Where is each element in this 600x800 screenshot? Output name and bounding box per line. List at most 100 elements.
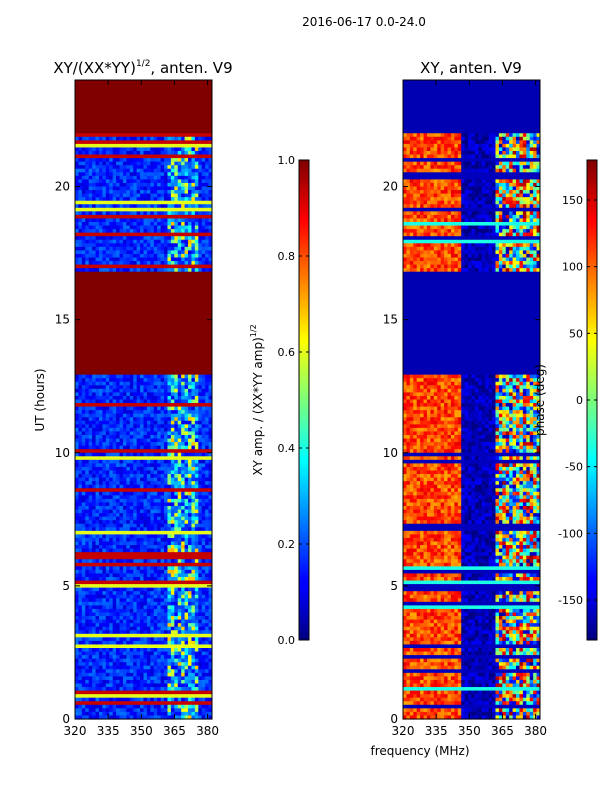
- amplitude-cell: [177, 527, 182, 532]
- amplitude-cell: [181, 569, 186, 575]
- amplitude-cell: [105, 158, 110, 163]
- amplitude-cell: [157, 658, 162, 663]
- amplitude-cell: [105, 672, 110, 677]
- amplitude-cell: [102, 612, 107, 617]
- amplitude-cell: [201, 392, 206, 397]
- amplitude-colorbar-tick-label: 0.8: [278, 250, 296, 263]
- amplitude-cell: [92, 470, 97, 475]
- amplitude-cell: [78, 509, 83, 514]
- phase-cell: [492, 133, 496, 138]
- amplitude-cell: [153, 637, 158, 642]
- amplitude-cell: [75, 594, 79, 599]
- amplitude-cell: [119, 179, 124, 184]
- amplitude-cell: [170, 520, 175, 525]
- amplitude-cell: [174, 168, 179, 173]
- amplitude-cell: [198, 498, 203, 504]
- amplitude-cell: [136, 559, 141, 564]
- amplitude-cell: [81, 513, 86, 518]
- amplitude-cell: [112, 577, 117, 582]
- amplitude-title-suffix: , anten. V9: [150, 59, 232, 77]
- amplitude-cell: [85, 616, 90, 621]
- amplitude-cell: [109, 559, 114, 564]
- amplitude-cell: [146, 435, 151, 440]
- amplitude-cell: [105, 648, 110, 653]
- amplitude-cell: [102, 378, 107, 383]
- amplitude-cell: [133, 413, 138, 418]
- amplitude-cell: [85, 648, 90, 653]
- amplitude-cell: [181, 427, 186, 433]
- amplitude-cell: [136, 395, 141, 401]
- phase-cell: [406, 165, 411, 170]
- amplitude-cell: [140, 591, 144, 596]
- amplitude-cell: [129, 211, 134, 216]
- phase-cell: [454, 151, 459, 156]
- amplitude-cell: [167, 420, 172, 425]
- amplitude-cell: [136, 417, 141, 422]
- amplitude-cell: [191, 246, 196, 251]
- amplitude-cell: [177, 683, 182, 688]
- phase-cell: [502, 133, 507, 138]
- amplitude-cell: [205, 655, 210, 660]
- amplitude-cell: [181, 697, 186, 702]
- amplitude-cell: [133, 506, 138, 511]
- amplitude-cell: [136, 161, 141, 166]
- amplitude-cell: [122, 466, 127, 472]
- phase-cell: [440, 136, 445, 141]
- amplitude-cell: [208, 498, 213, 504]
- amplitude-cell: [81, 147, 86, 152]
- amplitude-cell: [198, 612, 203, 617]
- amplitude-cell: [78, 374, 83, 379]
- amplitude-cell: [116, 392, 121, 397]
- phase-cell: [505, 154, 510, 159]
- amplitude-cell: [184, 605, 189, 610]
- amplitude-cell: [184, 527, 189, 532]
- amplitude-cell: [181, 573, 186, 578]
- amplitude-cell: [75, 335, 212, 340]
- amplitude-cell: [119, 711, 124, 717]
- amplitude-cell: [102, 662, 107, 667]
- amplitude-cell: [188, 136, 192, 141]
- amplitude-cell: [198, 662, 203, 667]
- amplitude-cell: [205, 417, 210, 422]
- amplitude-cell: [140, 250, 144, 255]
- amplitude-cell: [181, 179, 186, 184]
- amplitude-cell: [133, 591, 138, 596]
- amplitude-cell: [140, 662, 144, 667]
- amplitude-cell: [98, 438, 103, 443]
- amplitude-cell: [157, 608, 162, 614]
- amplitude-cell: [119, 477, 124, 482]
- amplitude-cell: [150, 470, 155, 475]
- amplitude-cell: [153, 484, 158, 489]
- amplitude-cell: [88, 474, 93, 479]
- phase-cell: [413, 168, 418, 173]
- amplitude-cell: [164, 399, 168, 404]
- amplitude-cell: [177, 651, 182, 656]
- amplitude-cell: [112, 385, 117, 390]
- amplitude-cell: [153, 534, 158, 539]
- amplitude-cell: [167, 630, 172, 635]
- amplitude-cell: [126, 569, 131, 575]
- amplitude-cell: [181, 516, 186, 521]
- amplitude-cell: [150, 516, 155, 521]
- amplitude-cell: [112, 587, 117, 592]
- amplitude-cell: [153, 587, 158, 592]
- amplitude-cell: [143, 502, 148, 507]
- amplitude-cell: [146, 236, 151, 241]
- amplitude-cell: [105, 161, 110, 166]
- amplitude-cell: [102, 513, 107, 518]
- amplitude-cell: [157, 395, 162, 401]
- amplitude-cell: [153, 481, 158, 486]
- amplitude-cell: [129, 587, 134, 592]
- amplitude-cell: [133, 424, 138, 429]
- amplitude-cell: [116, 204, 121, 209]
- amplitude-cell: [174, 253, 179, 259]
- amplitude-x-tick-label: 350: [130, 724, 153, 738]
- amplitude-cell: [177, 442, 182, 447]
- amplitude-cell: [95, 623, 100, 628]
- amplitude-cell: [188, 498, 192, 504]
- amplitude-cell: [205, 491, 210, 496]
- amplitude-cell: [184, 427, 189, 433]
- phase-cell: [485, 154, 490, 159]
- amplitude-cell: [129, 236, 134, 241]
- amplitude-cell: [170, 136, 175, 141]
